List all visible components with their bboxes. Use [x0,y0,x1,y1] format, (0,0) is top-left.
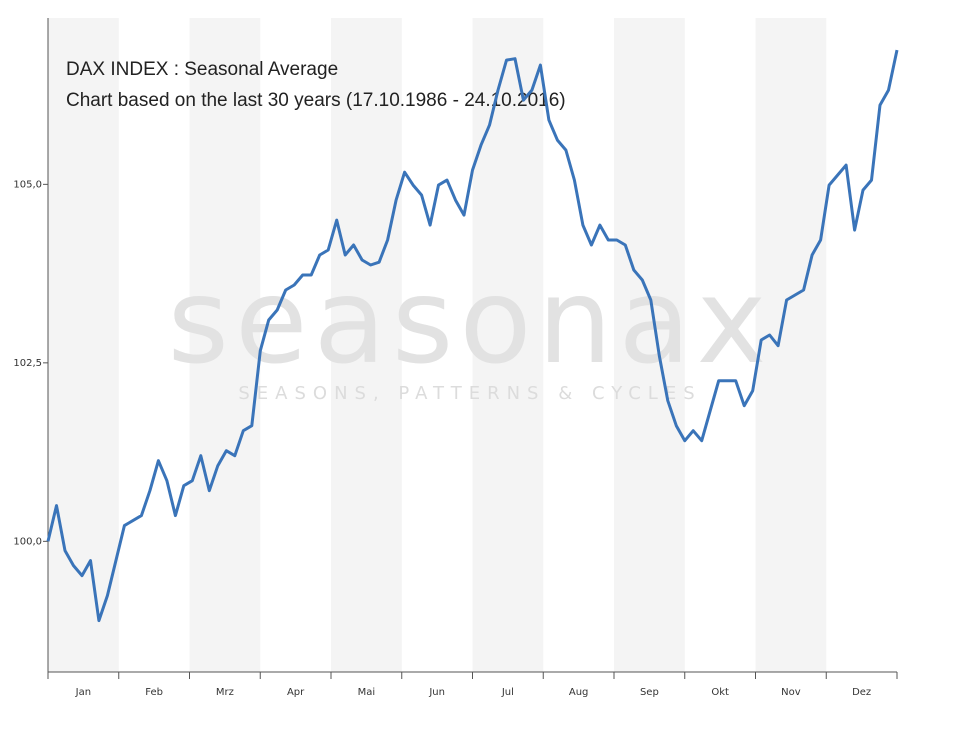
x-tick-label: Feb [145,687,163,698]
x-tick-label: Jul [501,687,514,698]
watermark-tagline: SEASONS, PATTERNS & CYCLES [238,383,701,404]
y-tick-label: 100,0 [13,536,42,547]
x-tick-label: Mai [358,687,376,698]
x-tick-label: Mrz [216,687,234,698]
chart-subtitle: Chart based on the last 30 years (17.10.… [66,90,566,111]
line-series [46,49,899,623]
month-band [472,18,544,672]
x-tick-label: Okt [711,687,729,698]
month-band [48,18,119,672]
chart-title: DAX INDEX : Seasonal Average [66,59,338,80]
month-band [614,18,685,672]
month-band [189,18,261,672]
x-tick-label: Jun [428,687,445,698]
x-tick-label: Jan [75,687,91,698]
x-tick-label: Aug [569,687,589,698]
x-tick-label: Sep [640,687,659,698]
month-band [755,18,827,672]
x-tick-label: Apr [287,687,305,698]
y-tick-label: 105,0 [13,179,42,190]
x-tick-label: Dez [852,687,871,698]
month-band [331,18,402,672]
y-tick-label: 102,5 [13,358,42,369]
x-tick-label: Nov [781,687,801,698]
